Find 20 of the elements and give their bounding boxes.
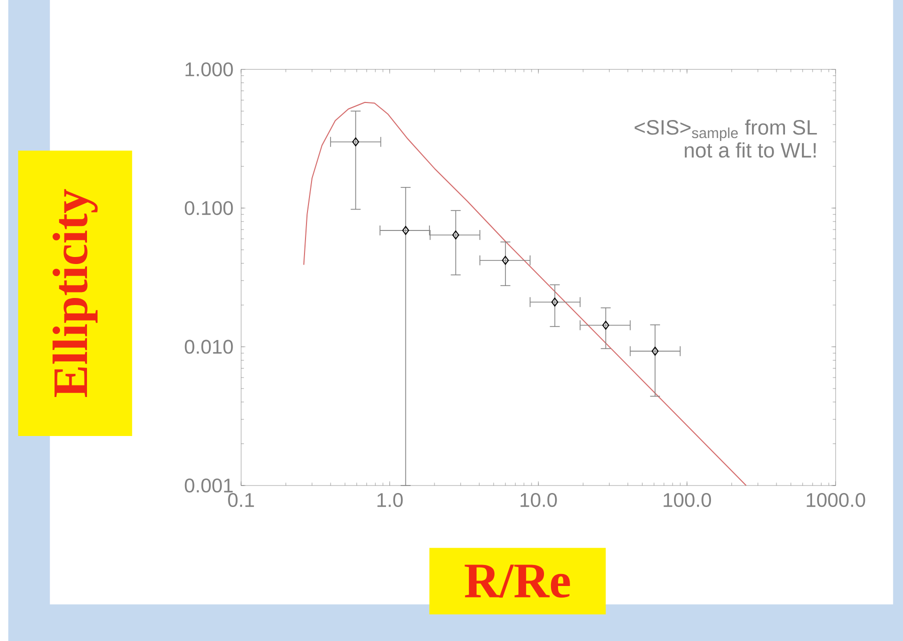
point xyxy=(452,230,460,240)
y-tick-label: 0.001 xyxy=(184,478,233,492)
y-tick-label: 1.000 xyxy=(186,62,233,76)
y-tick-label: 0.010 xyxy=(184,340,233,354)
annotation: not a fit to WL! xyxy=(684,142,816,158)
point xyxy=(502,256,509,265)
x-tick-label: 1.0 xyxy=(377,492,403,507)
point xyxy=(652,346,659,356)
y-tick-label: 0.100 xyxy=(184,201,233,216)
x-tick-label: 10.0 xyxy=(520,492,557,507)
point xyxy=(602,320,610,330)
x-axis-title: R/Re xyxy=(464,564,570,598)
point xyxy=(352,137,360,146)
x-tick-label: 100.0 xyxy=(664,492,712,507)
annotation: <SIS>$_{sample}$ from SL xyxy=(634,119,817,142)
point xyxy=(551,298,558,307)
y-axis-title: Ellipticity xyxy=(52,189,98,398)
x-tick-label: 1000.0 xyxy=(806,492,866,507)
point xyxy=(402,226,410,235)
x-tick-label: 0.1 xyxy=(228,492,254,507)
